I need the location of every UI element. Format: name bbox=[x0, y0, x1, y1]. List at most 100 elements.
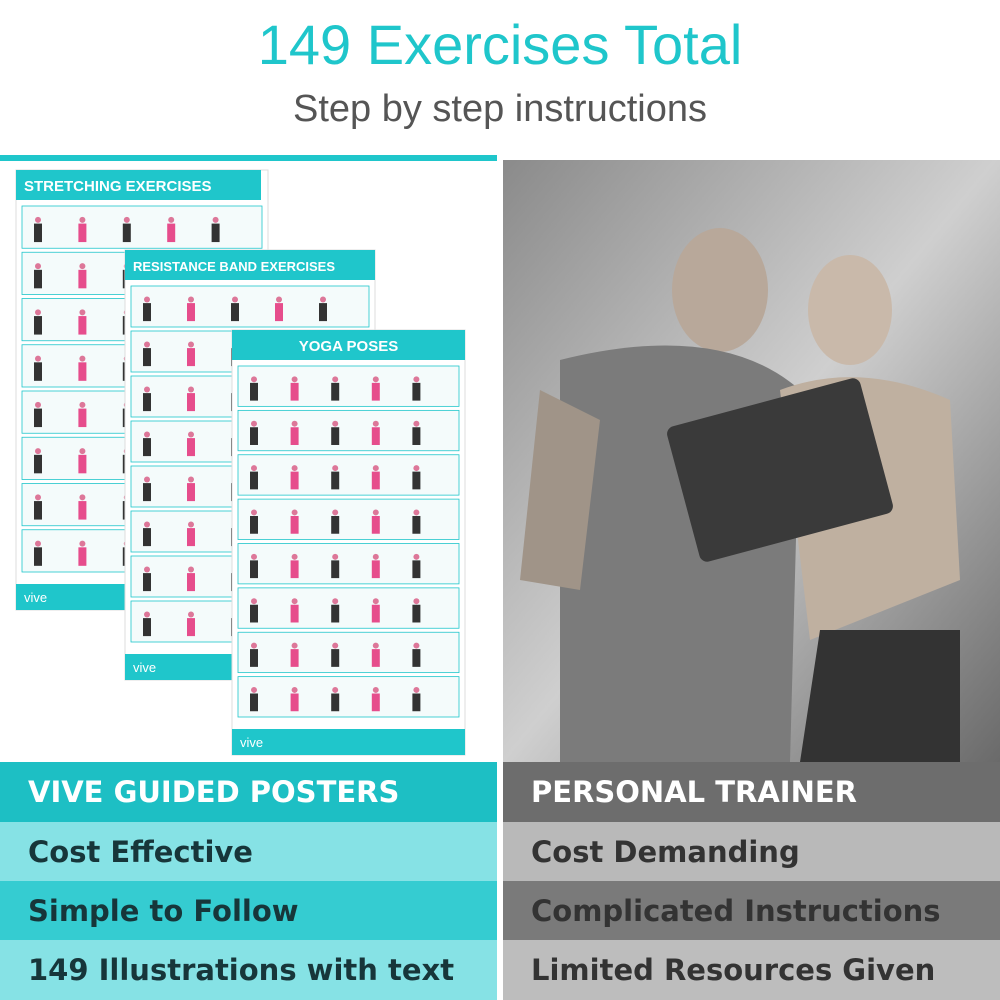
figure-head bbox=[79, 448, 86, 455]
figure-body bbox=[78, 362, 87, 381]
figure-head bbox=[35, 355, 41, 362]
figure-body bbox=[143, 528, 151, 547]
figure-head bbox=[251, 465, 257, 472]
figure-head bbox=[291, 509, 298, 516]
figure-head bbox=[291, 686, 298, 693]
figure-body bbox=[290, 515, 299, 534]
figure-body bbox=[371, 604, 380, 623]
left-heading: VIVE GUIDED POSTERS bbox=[0, 762, 497, 822]
poster-title: RESISTANCE BAND EXERCISES bbox=[133, 259, 335, 274]
right-item: Cost Demanding bbox=[503, 822, 1000, 882]
figure-head bbox=[372, 642, 379, 649]
figure-head bbox=[188, 431, 194, 438]
figure-head bbox=[144, 476, 150, 483]
figure-head bbox=[79, 355, 86, 362]
figure-body bbox=[412, 382, 421, 401]
subtitle: Step by step instructions bbox=[293, 88, 707, 130]
figure-body bbox=[34, 223, 42, 243]
figure-body bbox=[250, 515, 258, 534]
figure-head bbox=[144, 611, 150, 618]
figure-body bbox=[290, 604, 299, 623]
figure-head bbox=[372, 553, 379, 560]
brand: vive bbox=[133, 660, 156, 675]
figure-body bbox=[250, 382, 258, 401]
figure-body bbox=[211, 223, 220, 243]
figure-head bbox=[188, 341, 194, 348]
figure-body bbox=[143, 303, 151, 322]
figure-head bbox=[413, 420, 420, 427]
exercise-row bbox=[237, 543, 460, 585]
figure-body bbox=[187, 438, 195, 457]
figure-head bbox=[144, 341, 150, 348]
figure-head bbox=[332, 376, 339, 383]
figure-body bbox=[34, 269, 42, 289]
poster-header bbox=[16, 170, 261, 200]
figure-body bbox=[250, 604, 258, 623]
figure-head bbox=[332, 420, 339, 427]
figure-body bbox=[331, 515, 340, 534]
figure-body bbox=[187, 618, 195, 637]
figure-body bbox=[331, 693, 340, 712]
figure-head bbox=[79, 494, 86, 501]
figure-body bbox=[143, 348, 151, 367]
figure-head bbox=[188, 386, 194, 393]
figure-head bbox=[144, 296, 150, 303]
figure-body bbox=[250, 427, 258, 445]
figure-head bbox=[188, 611, 194, 618]
figure-head bbox=[332, 686, 339, 693]
figure-head bbox=[232, 296, 238, 303]
figure-head bbox=[144, 431, 150, 438]
figure-head bbox=[188, 476, 194, 483]
figure-body bbox=[412, 560, 421, 579]
exercise-row bbox=[237, 587, 460, 629]
figure-body bbox=[187, 303, 195, 322]
figure-head bbox=[291, 376, 298, 383]
figure-head bbox=[372, 686, 379, 693]
figure-body bbox=[412, 604, 421, 623]
figure-body bbox=[275, 303, 283, 322]
figure-body bbox=[143, 438, 151, 457]
title: 149 Exercises Total bbox=[257, 13, 743, 76]
brand: vive bbox=[24, 590, 47, 605]
right-heading: PERSONAL TRAINER bbox=[503, 762, 1000, 822]
figure-body bbox=[412, 471, 421, 490]
left-item: 149 Illustrations with text bbox=[0, 940, 497, 1000]
figure-head bbox=[79, 309, 86, 316]
figure-body bbox=[231, 303, 239, 322]
exercise-row bbox=[21, 205, 263, 249]
figure-head bbox=[35, 540, 41, 547]
figure-head bbox=[79, 401, 86, 408]
figure-body bbox=[122, 223, 131, 243]
figure-body bbox=[412, 649, 421, 667]
figure-head bbox=[35, 216, 41, 223]
figure-body bbox=[167, 223, 176, 243]
figure-head bbox=[276, 296, 282, 303]
figure-head bbox=[251, 509, 257, 516]
figure-head bbox=[372, 465, 379, 472]
figure-head bbox=[291, 420, 298, 427]
exercise-row bbox=[237, 631, 460, 674]
figure-body bbox=[250, 649, 258, 667]
figure-body bbox=[187, 348, 195, 367]
figure-head bbox=[413, 642, 420, 649]
figure-body bbox=[371, 471, 380, 490]
figure-body bbox=[331, 471, 340, 490]
figure-head bbox=[332, 642, 339, 649]
figure-body bbox=[290, 471, 299, 490]
figure-head bbox=[144, 386, 150, 393]
exercise-row bbox=[237, 454, 460, 496]
poster-title: YOGA POSES bbox=[299, 338, 398, 355]
left-item: Simple to Follow bbox=[0, 881, 497, 941]
figure-head bbox=[332, 465, 339, 472]
figure-head bbox=[188, 296, 194, 303]
figure-head bbox=[212, 216, 219, 223]
right-item: Complicated Instructions bbox=[503, 881, 1000, 941]
figure-body bbox=[78, 269, 87, 289]
figure-body bbox=[143, 393, 151, 412]
figure-head bbox=[123, 216, 130, 223]
figure-head bbox=[79, 216, 86, 223]
figure-body bbox=[187, 393, 195, 412]
divider bbox=[0, 155, 497, 161]
figure-body bbox=[143, 618, 151, 637]
